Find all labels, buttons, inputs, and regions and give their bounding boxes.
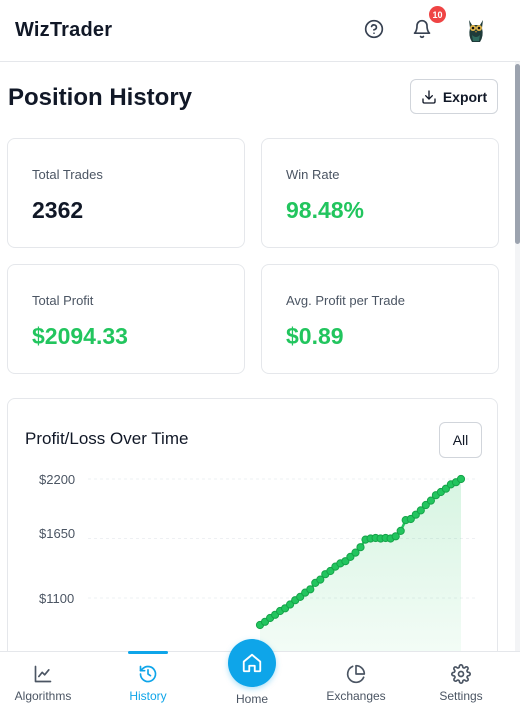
data-point[interactable] — [351, 548, 360, 557]
export-label: Export — [442, 88, 488, 105]
notifications-button[interactable] — [410, 17, 434, 41]
help-button[interactable] — [362, 17, 386, 41]
nav-item-settings[interactable]: Settings — [416, 652, 506, 706]
y-tick-label: $1650 — [39, 526, 76, 541]
nav-item-history[interactable]: History — [103, 652, 193, 706]
stat-card-total-trades: Total Trades 2362 — [7, 138, 245, 248]
stat-label: Avg. Profit per Trade — [286, 293, 405, 308]
stat-value: 98.48% — [286, 197, 365, 223]
stat-label: Total Trades — [32, 167, 103, 182]
notification-badge: 10 — [429, 6, 446, 23]
data-point[interactable] — [426, 496, 435, 505]
line-chart-icon — [34, 665, 52, 683]
data-point[interactable] — [356, 543, 365, 552]
chart-title: Profit/Loss Over Time — [25, 429, 189, 448]
pie-chart-icon — [346, 664, 366, 684]
owl-avatar-icon — [460, 14, 492, 46]
stat-value: $2094.33 — [32, 323, 128, 349]
nav-item-home[interactable] — [228, 639, 276, 687]
stat-card-win-rate: Win Rate 98.48% — [261, 138, 499, 248]
time-range-button[interactable]: All — [439, 422, 482, 458]
y-tick-label: $1100 — [39, 591, 75, 606]
data-point[interactable] — [396, 526, 405, 535]
history-icon — [139, 665, 157, 683]
area-fill — [260, 479, 461, 667]
download-icon — [422, 89, 436, 104]
help-icon — [364, 19, 384, 39]
home-icon — [242, 653, 262, 673]
data-point[interactable] — [326, 566, 335, 576]
data-point[interactable] — [346, 552, 355, 561]
scrollbar-thumb[interactable] — [515, 64, 520, 244]
data-point[interactable] — [306, 585, 315, 594]
stat-label: Total Profit — [32, 293, 94, 308]
stat-value: $0.89 — [286, 323, 344, 349]
nav-item-algorithms[interactable]: Algorithms — [0, 652, 88, 706]
nav-label-home: Home — [235, 692, 268, 706]
data-point[interactable] — [316, 575, 325, 584]
export-button[interactable]: Export — [410, 79, 498, 114]
data-point[interactable] — [456, 474, 466, 484]
app-header: WizTrader 10 — [0, 0, 520, 62]
y-tick-label: $2200 — [39, 472, 76, 487]
data-point[interactable] — [416, 506, 425, 515]
nav-label: Exchanges — [326, 689, 386, 703]
stat-card-total-profit: Total Profit $2094.33 — [7, 264, 245, 374]
page-title: Position History — [8, 84, 193, 111]
scrollbar-track[interactable] — [515, 62, 520, 652]
bell-icon — [413, 19, 431, 39]
stat-card-avg-profit: Avg. Profit per Trade $0.89 — [261, 264, 499, 374]
stat-value: 2362 — [32, 197, 84, 223]
nav-item-exchanges[interactable]: Exchanges — [311, 652, 401, 706]
active-tab-indicator — [128, 651, 168, 654]
profit-loss-chart — [88, 474, 478, 667]
avatar[interactable] — [460, 14, 492, 46]
data-point[interactable] — [391, 532, 400, 541]
app-title: WizTrader — [15, 19, 113, 41]
gear-icon — [451, 664, 471, 684]
nav-label: Settings — [439, 689, 483, 703]
profit-loss-chart-card: Profit/Loss Over Time All $2200 $1650 $1… — [7, 398, 498, 668]
stat-label: Win Rate — [286, 167, 340, 182]
nav-label: History — [129, 689, 167, 703]
data-point[interactable] — [286, 600, 295, 609]
nav-label: Algorithms — [14, 689, 72, 703]
data-point[interactable] — [421, 500, 430, 510]
